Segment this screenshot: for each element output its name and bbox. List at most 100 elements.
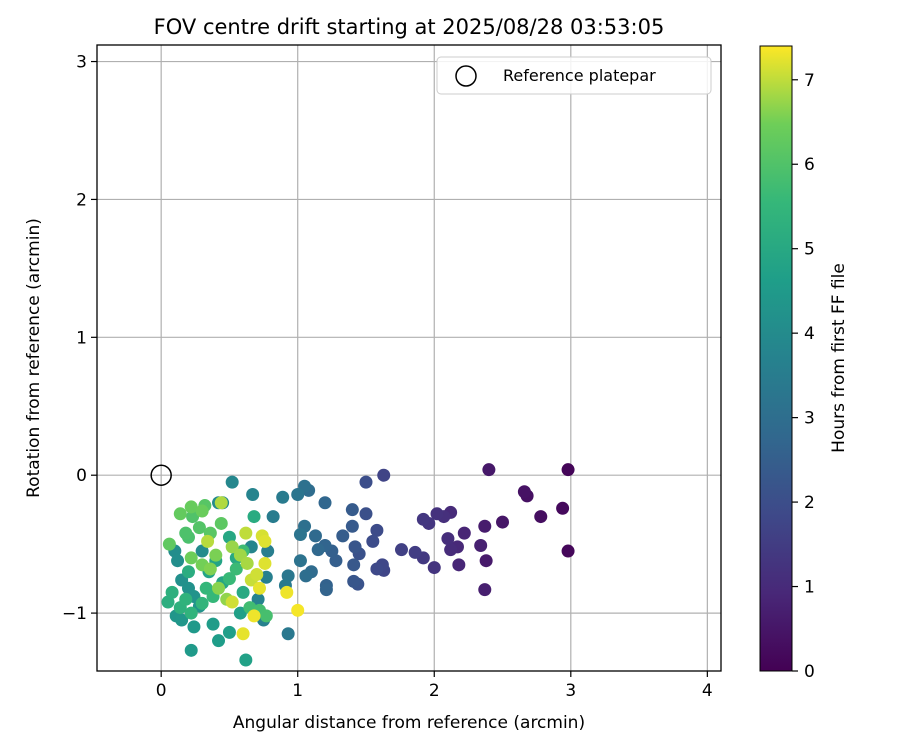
scatter-point xyxy=(184,606,198,620)
colorbar-tick-label: 0 xyxy=(804,662,815,682)
colorbar xyxy=(759,45,793,672)
x-tick-label: 4 xyxy=(702,681,713,701)
scatter-point xyxy=(293,554,307,568)
x-tick-label: 1 xyxy=(292,681,303,701)
colorbar-tick-label: 4 xyxy=(804,324,815,344)
scatter-point xyxy=(195,504,209,518)
scatter-point xyxy=(195,544,209,558)
scatter-point xyxy=(240,556,254,570)
scatter-point xyxy=(179,592,193,606)
scatter-point xyxy=(478,519,492,533)
scatter-point xyxy=(318,496,332,510)
data-points xyxy=(161,463,575,667)
scatter-point xyxy=(478,583,492,597)
legend-box xyxy=(436,56,712,95)
scatter-point xyxy=(184,551,198,565)
legend-label: Reference platepar xyxy=(503,66,656,85)
colorbar-ticks: 0 1 2 3 4 5 6 7 xyxy=(792,71,815,682)
scatter-point xyxy=(370,562,384,576)
colorbar-tick-label: 6 xyxy=(804,155,815,175)
scatter-point xyxy=(299,569,313,583)
scatter-point xyxy=(427,561,441,575)
scatter-point xyxy=(281,627,295,641)
scatter-point xyxy=(496,515,510,529)
scatter-point xyxy=(236,585,250,599)
y-tick-label: 0 xyxy=(76,466,87,486)
scatter-point xyxy=(209,548,223,562)
colorbar-tick-label: 5 xyxy=(804,240,815,260)
scatter-point xyxy=(175,613,189,627)
y-axis-label: Rotation from reference (arcmin) xyxy=(24,218,44,498)
scatter-point xyxy=(225,475,239,489)
scatter-point xyxy=(280,585,294,599)
scatter-point xyxy=(308,529,322,543)
y-tick-label: 1 xyxy=(76,328,87,348)
legend: Reference platepar xyxy=(436,56,712,95)
scatter-point xyxy=(187,620,201,634)
scatter-point xyxy=(276,490,290,504)
scatter-point xyxy=(444,543,458,557)
chart-title: FOV centre drift starting at 2025/08/28 … xyxy=(154,15,665,39)
scatter-point xyxy=(266,510,280,524)
scatter-point xyxy=(214,496,228,510)
scatter-point xyxy=(250,567,264,581)
scatter-point xyxy=(192,521,206,535)
scatter-point xyxy=(184,643,198,657)
scatter-point xyxy=(181,565,195,579)
scatter-point xyxy=(165,585,179,599)
x-tick-label: 3 xyxy=(565,681,576,701)
scatter-point xyxy=(195,596,209,610)
scatter-point xyxy=(225,540,239,554)
scatter-point xyxy=(345,503,359,517)
scatter-point xyxy=(345,519,359,533)
scatter-point xyxy=(347,574,361,588)
scatter-point xyxy=(416,512,430,526)
scatter-point xyxy=(311,543,325,557)
scatter-point xyxy=(457,526,471,540)
colorbar-tick-label: 3 xyxy=(804,409,815,429)
scatter-point xyxy=(517,485,531,499)
scatter-point xyxy=(258,534,272,548)
x-axis-label: Angular distance from reference (arcmin) xyxy=(233,713,585,733)
scatter-point xyxy=(229,562,243,576)
scatter-point xyxy=(233,606,247,620)
x-tick-label: 2 xyxy=(429,681,440,701)
x-axis-ticks: 0 1 2 3 4 xyxy=(156,671,713,701)
scatter-point xyxy=(452,558,466,572)
scatter-point xyxy=(162,537,176,551)
scatter-point xyxy=(251,592,265,606)
scatter-point xyxy=(377,468,391,482)
scatter-point xyxy=(222,572,236,586)
scatter-point xyxy=(186,510,200,524)
scatter-point xyxy=(212,581,226,595)
scatter-point xyxy=(252,581,266,595)
scatter-point xyxy=(370,523,384,537)
scatter-point xyxy=(534,510,548,524)
scatter-point xyxy=(247,609,261,623)
scatter-point xyxy=(291,603,305,617)
scatter-point xyxy=(236,627,250,641)
legend-marker-open-circle xyxy=(455,65,477,87)
y-tick-label: 2 xyxy=(76,190,87,210)
scatter-point xyxy=(430,507,444,521)
reference-platepar-marker xyxy=(150,464,172,486)
scatter-point xyxy=(246,488,260,502)
scatter-point xyxy=(222,625,236,639)
scatter-point xyxy=(247,510,261,524)
colorbar-tick-label: 2 xyxy=(804,493,815,513)
scatter-point xyxy=(348,540,362,554)
colorbar-tick-label: 7 xyxy=(804,71,815,91)
scatter-point xyxy=(203,562,217,576)
y-tick-label: −1 xyxy=(62,604,87,624)
scatter-point xyxy=(239,653,253,667)
scatter-point xyxy=(408,545,422,559)
scatter-point xyxy=(336,529,350,543)
scatter-point xyxy=(171,554,185,568)
scatter-point xyxy=(474,539,488,553)
scatter-point xyxy=(212,634,226,648)
scatter-point xyxy=(201,534,215,548)
scatter-point xyxy=(184,500,198,514)
scatter-point xyxy=(214,516,228,530)
scatter-point xyxy=(482,463,496,477)
